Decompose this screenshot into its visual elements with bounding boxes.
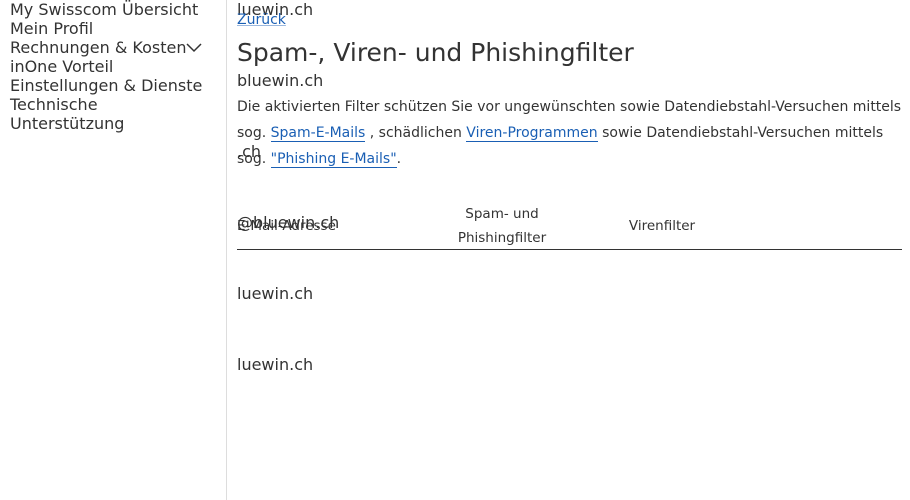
nav-item[interactable]: My Swisscom Übersicht xyxy=(10,0,199,19)
email-address: .ch xyxy=(237,142,262,161)
check-line xyxy=(242,122,254,133)
header-email: E-Mail-Adresse xyxy=(237,218,336,234)
header-virus: Virenfilter xyxy=(628,218,696,234)
checkmark xyxy=(242,238,254,249)
back-link[interactable]: Zurück xyxy=(237,12,286,28)
nav-item[interactable]: Mein Profil xyxy=(10,19,94,38)
text-link[interactable]: Spam-E-Mails xyxy=(270,125,366,142)
table-row: bluewin.ch xyxy=(237,71,902,142)
text: Die aktivierten Filter schützen Sie vor … xyxy=(237,99,906,141)
nav-item[interactable]: inOne Vorteil xyxy=(10,57,114,76)
checkbox[interactable] xyxy=(237,116,902,142)
nav-item[interactable]: Technische Unterstützung xyxy=(10,95,125,133)
check-line xyxy=(242,193,254,204)
text: , schädlichen xyxy=(365,125,467,141)
check-line xyxy=(242,264,254,275)
table-row: luewin.ch xyxy=(237,0,902,71)
chevron-line xyxy=(186,43,202,53)
checkbox[interactable] xyxy=(237,90,902,116)
email-address: luewin.ch xyxy=(237,0,314,19)
checkbox[interactable] xyxy=(237,161,902,187)
text-link[interactable]: Viren-Programmen xyxy=(466,125,598,142)
checkmark xyxy=(242,264,254,275)
checkmark xyxy=(242,335,254,346)
email-address: bluewin.ch xyxy=(237,71,324,90)
check-line xyxy=(242,96,254,107)
check-line xyxy=(242,380,254,391)
text-link[interactable]: "Phishing E-Mails" xyxy=(270,151,397,168)
checkmark xyxy=(242,167,254,178)
check-line xyxy=(242,51,254,62)
text: sowie Datendiebstahl-Versuchen mittels s… xyxy=(237,125,888,167)
table-row: luewin.ch xyxy=(237,355,902,426)
checkmark xyxy=(242,406,254,417)
page-title: Spam-, Viren- und Phishingfilter xyxy=(237,38,634,67)
email-address: @bluewin.ch xyxy=(237,213,340,232)
nav-item[interactable]: Einstellungen & Dienste xyxy=(10,76,203,95)
checkbox[interactable] xyxy=(237,232,902,258)
checkbox[interactable] xyxy=(237,45,902,71)
checkmark xyxy=(242,25,254,36)
checkbox[interactable] xyxy=(237,400,902,426)
table-row: luewin.ch xyxy=(237,284,902,355)
check-line xyxy=(242,25,254,36)
checkmark xyxy=(242,96,254,107)
chevron[interactable] xyxy=(186,43,202,53)
nav-item[interactable]: Rechnungen & Kosten xyxy=(10,38,211,57)
checkbox[interactable] xyxy=(237,303,902,329)
check-line xyxy=(242,167,254,178)
checkmark xyxy=(242,122,254,133)
checkbox[interactable] xyxy=(237,329,902,355)
email-address: luewin.ch xyxy=(237,355,314,374)
main: Zurück Spam-, Viren- und Phishingfilter … xyxy=(237,0,902,426)
text: . xyxy=(396,151,402,167)
header-line xyxy=(237,249,902,250)
sidebar: My Swisscom Übersicht Mein Profil Rechnung… xyxy=(10,0,211,133)
table-row: @bluewin.ch xyxy=(237,213,902,284)
checkbox[interactable] xyxy=(237,374,902,400)
check-line xyxy=(242,238,254,249)
intro-text: Die aktivierten Filter schützen Sie vor … xyxy=(237,94,902,172)
checkbox[interactable] xyxy=(237,258,902,284)
table-row: .ch xyxy=(237,142,902,213)
check-line xyxy=(242,406,254,417)
checkmark xyxy=(242,309,254,320)
checkmark xyxy=(242,380,254,391)
checkbox[interactable] xyxy=(237,19,902,45)
checkmark xyxy=(242,51,254,62)
divider xyxy=(226,0,227,500)
check-line xyxy=(242,335,254,346)
checkbox[interactable] xyxy=(237,187,902,213)
checkmark xyxy=(242,193,254,204)
email-address: luewin.ch xyxy=(237,284,314,303)
check-line xyxy=(242,309,254,320)
header-spam: Spam- und Phishingfilter xyxy=(457,206,547,246)
